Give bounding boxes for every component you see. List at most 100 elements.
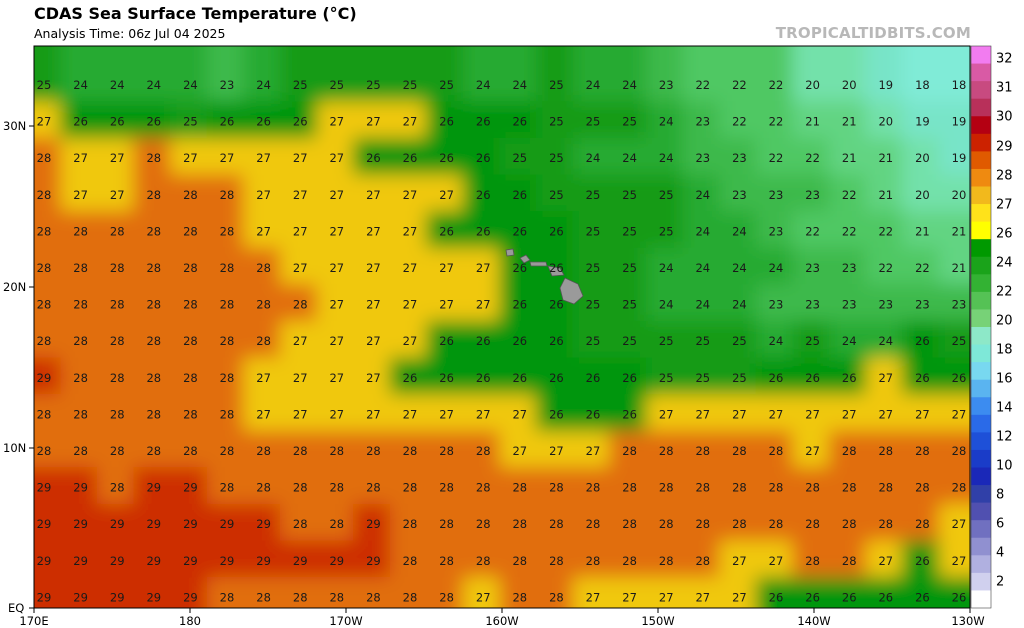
sst-cell [34,467,65,508]
sst-value-label: 28 [110,334,125,348]
sst-cell [316,430,358,472]
sst-value-label: 26 [110,115,125,129]
sst-cell [389,101,431,142]
sst-cell [499,503,541,545]
colorbar-segment [971,204,991,223]
sst-cell [682,430,724,472]
sst-cell [865,101,907,142]
sst-cell [462,320,504,362]
sst-cell [353,503,394,545]
sst-cell [609,174,650,216]
sst-cell [902,503,943,545]
colorbar-label: 10 [996,458,1013,474]
sst-value-label: 27 [37,115,52,129]
sst-cell [645,503,687,545]
sst-cell [902,394,943,435]
sst-cell [682,284,724,325]
sst-value-label: 28 [146,261,161,275]
sst-cell [279,467,321,508]
sst-cell [60,284,101,325]
colorbar-segment [971,186,991,205]
sst-value-label: 22 [732,78,747,92]
sst-cell [865,503,907,545]
sst-cell [243,540,284,582]
sst-value-label: 22 [732,115,747,129]
colorbar-segment [971,432,991,451]
sst-value-label: 28 [110,444,125,458]
sst-cell [499,64,541,106]
sst-value-label: 28 [183,188,198,202]
sst-cell [792,357,833,399]
sst-cell [609,320,650,362]
sst-cell [573,614,614,628]
sst-cell [645,540,687,582]
sst-value-label: 28 [220,407,235,421]
sst-value-label: 28 [952,444,967,458]
sst-cell [938,247,970,289]
sst-value-label: 27 [183,151,198,165]
sst-cell [829,614,870,628]
sst-cell [389,174,431,216]
sst-cell [279,284,321,325]
sst-cell [719,64,760,106]
sst-cell [609,577,650,608]
sst-cell [243,284,284,325]
sst-cell [353,46,394,69]
sst-cell [60,320,101,362]
sst-value-label: 25 [37,78,52,92]
sst-value-label: 27 [952,517,967,531]
sst-value-label: 22 [769,151,784,165]
sst-cell [719,467,760,508]
sst-cell [902,46,943,69]
sst-cell [353,467,394,508]
sst-value-label: 26 [220,115,235,129]
sst-cell [902,211,943,252]
sst-cell [170,284,211,325]
sst-cell [462,577,504,608]
sst-value-label: 28 [366,444,381,458]
sst-cell [316,394,358,435]
sst-value-label: 26 [842,590,857,604]
colorbar-segment [971,485,991,504]
sst-cell [645,320,687,362]
sst-cell [609,503,650,545]
colorbar-label: 18 [996,342,1013,358]
sst-value-label: 27 [73,151,88,165]
sst-cell [536,357,577,399]
sst-value-label: 25 [732,371,747,385]
sst-value-label: 28 [439,481,454,495]
sst-value-label: 24 [732,298,747,312]
sst-value-label: 28 [37,261,52,275]
colorbar-label: 16 [996,371,1013,387]
sst-cell [865,467,907,508]
sst-value-label: 28 [439,590,454,604]
sst-value-label: 28 [146,188,161,202]
sst-cell [902,64,943,106]
sst-value-label: 28 [329,517,344,531]
sst-value-label: 22 [805,224,820,238]
colorbar-segment [971,63,991,82]
sst-cell [170,320,211,362]
sst-value-label: 29 [73,481,88,495]
sst-value-label: 22 [915,261,930,275]
sst-value-label: 23 [952,298,967,312]
sst-cell [938,467,970,508]
sst-cell [792,503,833,545]
sst-cell [34,247,65,289]
colorbar-segment [971,397,991,416]
colorbar-label: 27 [996,197,1013,213]
sst-cell [865,577,907,608]
sst-cell [243,394,284,435]
sst-value-label: 25 [622,115,637,129]
sst-cell [828,247,870,289]
sst-value-label: 27 [329,407,344,421]
sst-value-label: 27 [732,407,747,421]
sst-cell [792,174,833,216]
colorbar-segment [971,309,991,328]
sst-cell [60,101,101,142]
sst-cell [96,540,138,582]
colorbar-segment [971,291,991,310]
sst-cell [133,137,175,179]
colorbar-label: 24 [996,255,1013,271]
sst-value-label: 25 [293,78,308,92]
